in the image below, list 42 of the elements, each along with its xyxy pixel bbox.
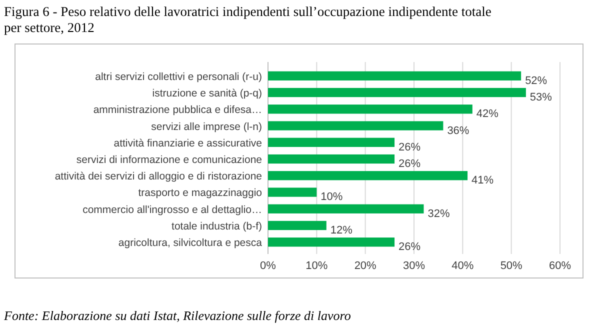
data-label: 12% xyxy=(330,224,353,236)
bar xyxy=(268,171,468,180)
bar xyxy=(268,220,326,230)
data-label: 26% xyxy=(398,141,421,154)
source-note: Fonte: Elaborazione su dati Istat, Rilevazione sulle forze di lavoro xyxy=(3,308,352,323)
bar xyxy=(268,88,526,98)
y-tick-label: istruzione e sanità (p-q) xyxy=(152,88,262,100)
x-tick-label: 30% xyxy=(402,260,426,272)
x-tick-label: 10% xyxy=(306,260,328,272)
y-tick-label: totale industria (b-f) xyxy=(172,220,262,232)
data-label: 36% xyxy=(447,124,470,137)
y-tick-label: amministrazione pubblica e difesa… xyxy=(93,104,262,116)
x-tick-label: 40% xyxy=(452,260,474,272)
bar xyxy=(268,204,424,214)
x-tick-label: 20% xyxy=(354,260,377,272)
y-tick-label: servizi di informazione e comunicazione xyxy=(76,154,262,166)
chart-title: Figura 6 - Peso relativo delle lavoratrici indipendenti sull’occupazione indipendente totale per settore, 2012 xyxy=(4,4,492,35)
x-tick-label: 50% xyxy=(500,260,523,272)
data-label: 42% xyxy=(476,108,499,120)
bar xyxy=(268,154,395,164)
y-tick-label: trasporto e magazzinaggio xyxy=(138,187,262,200)
data-label: 32% xyxy=(428,208,450,220)
bar xyxy=(268,138,395,147)
y-tick-label: servizi alle imprese (l-n) xyxy=(151,120,262,133)
y-tick-label: agricoltura, silvicoltura e pesca xyxy=(118,237,262,250)
y-tick-label: attività dei servizi di alloggio e di ristorazione xyxy=(54,170,262,183)
data-label: 26% xyxy=(398,241,421,254)
y-tick-label: commercio all'ingrosso e al dettaglio… xyxy=(82,204,262,216)
x-tick-label: 0% xyxy=(260,260,276,272)
bar xyxy=(268,121,444,130)
data-label: 26% xyxy=(398,158,421,170)
data-label: 41% xyxy=(472,174,494,187)
data-label: 10% xyxy=(320,191,343,204)
bar xyxy=(268,238,395,247)
y-tick-label: attività finanziarie e assicurative xyxy=(114,137,262,150)
bar xyxy=(268,188,317,197)
bar xyxy=(268,71,522,80)
bar xyxy=(268,104,472,114)
data-label: 53% xyxy=(530,92,552,104)
data-label: 52% xyxy=(525,74,548,87)
y-tick-label: altri servizi collettivi e personali (r-u) xyxy=(95,70,262,83)
x-tick-label: 60% xyxy=(548,260,572,272)
